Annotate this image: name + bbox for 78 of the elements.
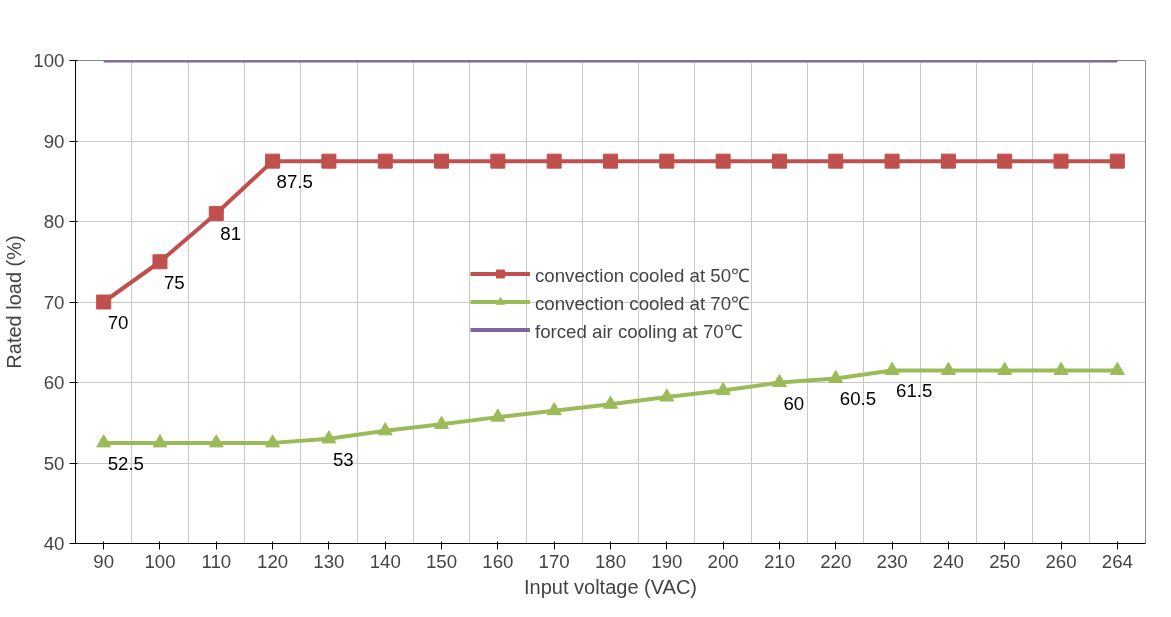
point bbox=[546, 402, 562, 416]
legend-label: convection cooled at 50℃ bbox=[534, 263, 751, 286]
point bbox=[434, 153, 450, 169]
point bbox=[1109, 361, 1125, 375]
data-label: 87.5 bbox=[276, 171, 313, 193]
point bbox=[208, 205, 224, 221]
point bbox=[96, 434, 112, 448]
point bbox=[1053, 153, 1069, 169]
point bbox=[771, 373, 787, 388]
point bbox=[265, 434, 281, 448]
x-tick-label: 100 bbox=[144, 550, 176, 572]
y-tick-label: 90 bbox=[43, 130, 65, 152]
x-tick-label: 190 bbox=[651, 550, 683, 572]
point bbox=[490, 408, 506, 422]
point bbox=[884, 153, 900, 169]
x-tick-label: 210 bbox=[763, 550, 796, 572]
y-tick-label: 50 bbox=[43, 452, 65, 474]
x-tick-label: 180 bbox=[594, 550, 627, 572]
x-axis-title: Input voltage (VAC) bbox=[523, 575, 698, 598]
data-label: 60 bbox=[783, 392, 805, 414]
y-tick-label: 60 bbox=[43, 372, 65, 393]
point bbox=[828, 369, 844, 384]
point bbox=[828, 153, 844, 169]
point bbox=[715, 153, 731, 169]
point bbox=[321, 430, 337, 444]
x-tick-label: 250 bbox=[989, 550, 1021, 572]
x-tick-label: 200 bbox=[707, 550, 739, 572]
point bbox=[603, 395, 618, 409]
x-tick-label: 90 bbox=[93, 550, 115, 572]
point bbox=[884, 361, 900, 375]
x-tick-label: 220 bbox=[820, 550, 852, 572]
point bbox=[96, 294, 112, 310]
point bbox=[1109, 153, 1125, 169]
x-tick-label: 230 bbox=[876, 550, 908, 572]
point bbox=[152, 254, 168, 270]
point bbox=[715, 381, 731, 396]
y-axis-title: Rated load (%) bbox=[3, 235, 26, 369]
data-label: 52.5 bbox=[107, 452, 144, 474]
data-label: 70 bbox=[107, 312, 129, 333]
point bbox=[321, 153, 337, 169]
point bbox=[997, 361, 1013, 375]
point bbox=[434, 415, 450, 429]
y-tick-label: 70 bbox=[43, 291, 65, 313]
point bbox=[152, 434, 168, 448]
point bbox=[771, 153, 787, 169]
point bbox=[659, 153, 675, 169]
point bbox=[377, 153, 393, 169]
x-tick-label: 170 bbox=[538, 550, 570, 572]
point bbox=[997, 153, 1013, 169]
x-tick-label: 110 bbox=[201, 550, 232, 572]
point bbox=[603, 153, 618, 169]
data-label: 61.5 bbox=[896, 380, 933, 402]
x-tick-label: 260 bbox=[1045, 550, 1077, 572]
point bbox=[940, 153, 956, 169]
x-tick-label: 120 bbox=[257, 550, 289, 572]
point bbox=[546, 153, 562, 169]
legend-label: convection cooled at 70℃ bbox=[534, 291, 751, 314]
x-tick-label: 150 bbox=[425, 550, 458, 572]
x-tick-label: 240 bbox=[932, 550, 964, 572]
point bbox=[1053, 361, 1069, 375]
x-tick-label: 140 bbox=[369, 550, 401, 572]
point bbox=[377, 422, 393, 436]
x-tick-label: 130 bbox=[313, 550, 345, 572]
data-label: 60.5 bbox=[839, 388, 877, 410]
x-tick-label: 264 bbox=[1101, 550, 1133, 572]
point bbox=[208, 434, 224, 448]
data-label: 81 bbox=[220, 223, 242, 245]
data-label: 75 bbox=[163, 271, 185, 293]
legend-label: forced air cooling at 70℃ bbox=[534, 319, 743, 342]
point bbox=[490, 153, 506, 169]
y-tick-label: 100 bbox=[33, 50, 65, 71]
y-tick-label: 40 bbox=[43, 533, 65, 554]
point bbox=[659, 388, 675, 402]
point bbox=[265, 153, 281, 169]
point bbox=[940, 361, 956, 375]
x-tick-label: 160 bbox=[482, 550, 514, 572]
data-label: 53 bbox=[332, 448, 354, 470]
y-tick-label: 80 bbox=[43, 211, 65, 232]
